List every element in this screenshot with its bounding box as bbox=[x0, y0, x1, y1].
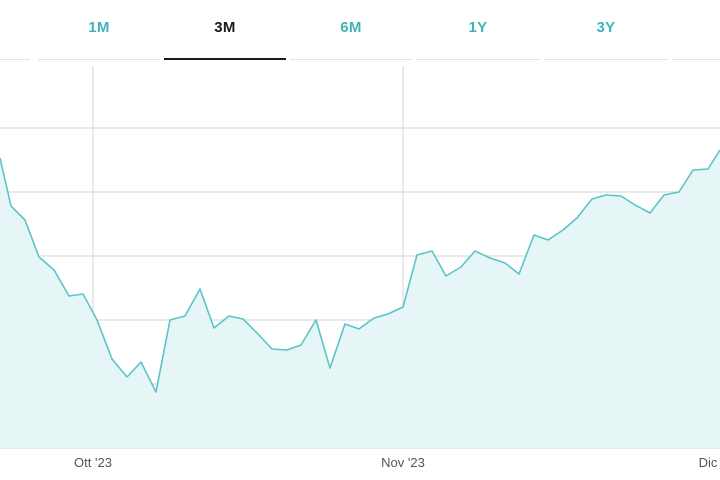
tab-6m[interactable]: 6M bbox=[290, 0, 412, 60]
tab-3m[interactable]: 3M bbox=[164, 0, 286, 60]
tab-label: 1Y bbox=[468, 19, 488, 36]
tab-1m[interactable]: 1M bbox=[38, 0, 160, 60]
tab-label: 1M bbox=[88, 19, 110, 36]
tab-partial-left[interactable] bbox=[0, 0, 30, 60]
tab-label: 6M bbox=[340, 19, 362, 36]
tab-1y[interactable]: 1Y bbox=[416, 0, 540, 60]
x-axis-tick-labels: Ott '23 Nov '23 Dic bbox=[74, 455, 718, 470]
price-line bbox=[0, 149, 720, 393]
tab-partial-right[interactable] bbox=[672, 0, 720, 60]
timeframe-tabs: 1M 3M 6M 1Y 3Y bbox=[0, 0, 720, 60]
x-tick-label: Dic bbox=[699, 455, 718, 470]
x-tick-label: Nov '23 bbox=[381, 455, 425, 470]
price-area-fill bbox=[0, 150, 720, 448]
tab-3y[interactable]: 3Y bbox=[544, 0, 668, 60]
x-tick-label: Ott '23 bbox=[74, 455, 112, 470]
tab-label: 3Y bbox=[596, 19, 616, 36]
tab-label: 3M bbox=[214, 18, 236, 36]
